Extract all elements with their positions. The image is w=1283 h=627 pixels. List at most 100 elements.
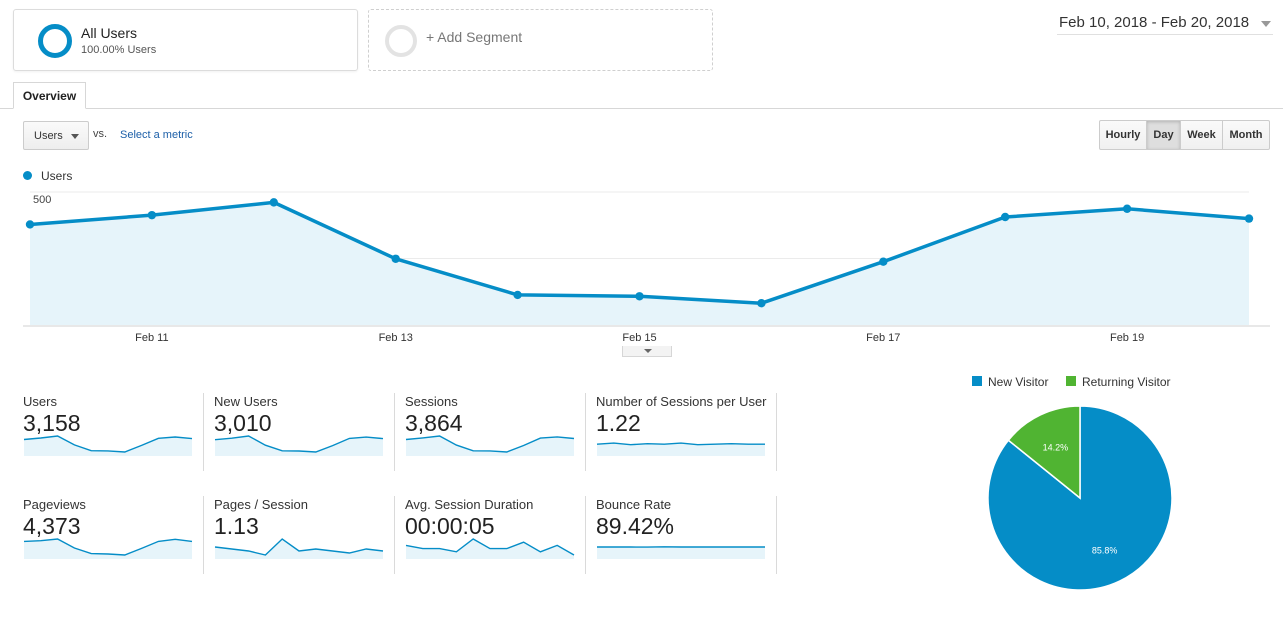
segment-all-users[interactable]: All Users 100.00% Users [13,9,358,71]
granularity-hourly-button[interactable]: Hourly [1099,120,1147,150]
legend-swatch-returning-visitor [1066,376,1076,386]
legend-label-new-visitor: New Visitor [988,375,1049,389]
add-segment-button[interactable]: + Add Segment [368,9,713,71]
segment-percentage: 100.00% Users [81,44,157,56]
vs-label: vs. [93,128,108,140]
sparkline-area [406,436,574,456]
scorecard-avg-session-duration[interactable]: Avg. Session Duration 00:00:05 [405,497,585,577]
scorecard-new-users[interactable]: New Users 3,010 [214,394,394,474]
date-range-label: Feb 10, 2018 - Feb 20, 2018 [1059,14,1250,31]
users-data-point [757,298,766,308]
granularity-month-button[interactable]: Month [1222,120,1270,150]
scorecard-value: 4,373 [23,513,81,539]
empty-segment-ring-icon [385,25,417,57]
caret-down-icon [644,349,652,353]
scorecard-divider [776,496,777,574]
segment-name: All Users [81,25,138,41]
caret-down-icon [71,134,79,139]
x-tick-label: Feb 11 [135,332,168,344]
scorecard-sparkline [214,435,384,456]
legend-label-users: Users [41,169,73,183]
x-tick-label: Feb 17 [866,332,900,344]
date-range-picker[interactable]: Feb 10, 2018 - Feb 20, 2018 [1057,13,1273,35]
sparkline-line [23,538,193,556]
users-data-point [1122,204,1132,213]
sparkline-area [597,443,765,456]
pie-slice-label: 14.2% [1043,443,1069,453]
x-tick-label: Feb 13 [379,332,413,344]
scorecard-sessions[interactable]: Sessions 3,864 [405,394,585,474]
scorecard-divider [776,393,777,471]
scorecard-label: Number of Sessions per User [596,394,767,409]
scorecard-divider [203,496,204,574]
scorecard-divider [203,393,204,471]
tab-overview[interactable]: Overview [13,82,86,109]
scorecard-label: Pageviews [23,497,86,512]
x-tick-label: Feb 15 [622,332,656,344]
users-data-point [1001,212,1010,222]
scorecard-label: Pages / Session [214,497,308,512]
scorecard-sparkline [23,538,193,559]
granularity-week-button[interactable]: Week [1180,120,1223,150]
users-data-point [1244,214,1254,223]
users-data-point [147,210,157,220]
scorecard-divider [394,496,395,574]
x-tick-label: Feb 19 [1110,332,1144,344]
chevron-down-icon [1261,21,1271,27]
sparkline-line [596,442,765,446]
scorecard-value: 3,864 [405,410,463,436]
scorecard-label: Users [23,394,57,409]
scorecard-users[interactable]: Users 3,158 [23,394,203,474]
legend-label-returning-visitor: Returning Visitor [1082,375,1171,389]
scorecard-sparkline [597,546,765,559]
scorecard-divider [585,496,586,574]
scorecard-bounce-rate[interactable]: Bounce Rate 89.42% [596,497,776,577]
users-data-point [391,254,400,263]
sparkline-area [215,436,383,456]
scorecard-value: 00:00:05 [405,513,495,539]
metric-dropdown[interactable]: Users [23,121,89,150]
scorecard-sessions-per-user[interactable]: Number of Sessions per User 1.22 [596,394,776,474]
scorecard-divider [585,393,586,471]
y-tick-label: 500 [33,194,51,206]
sparkline-line [405,435,575,453]
add-segment-label: + Add Segment [426,29,523,45]
sparkline-area [24,539,192,559]
visitor-type-pie-chart: 85.8% 14.2% [987,405,1173,591]
sparkline-area [215,539,383,559]
select-metric-link[interactable]: Select a metric [120,129,193,141]
sparkline-line [214,435,384,453]
pie-slice-label: 85.8% [1092,546,1118,556]
users-data-point [879,257,888,266]
users-data-point [513,290,522,300]
scorecard-value: 1.22 [596,410,641,436]
sparkline-area [24,436,192,456]
sparkline-line [23,435,193,453]
scorecard-pages-per-session[interactable]: Pages / Session 1.13 [214,497,394,577]
scorecard-label: New Users [214,394,278,409]
legend-swatch-new-visitor [972,376,982,386]
scorecard-label: Bounce Rate [596,497,672,512]
legend-swatch-users [23,171,32,180]
scorecard-value: 1.13 [214,513,259,539]
chart-collapse-toggle[interactable] [622,346,672,357]
scorecard-sparkline [596,442,765,456]
tab-bar-divider [0,108,1283,109]
sparkline-line [405,538,575,556]
segment-ring-icon [38,24,72,58]
scorecard-label: Sessions [405,394,458,409]
scorecard-sparkline [405,435,575,456]
metric-dropdown-value: Users [34,130,63,142]
scorecard-sparkline [23,435,193,456]
granularity-day-button[interactable]: Day [1146,120,1181,150]
scorecard-pageviews[interactable]: Pageviews 4,373 [23,497,203,577]
scorecard-value: 3,158 [23,410,81,436]
scorecard-sparkline [214,538,384,559]
users-data-point [269,198,278,207]
scorecard-value: 89.42% [596,513,675,539]
users-data-point [635,292,644,301]
scorecard-value: 3,010 [214,410,272,436]
scorecard-label: Avg. Session Duration [405,497,534,512]
scorecard-divider [394,393,395,471]
